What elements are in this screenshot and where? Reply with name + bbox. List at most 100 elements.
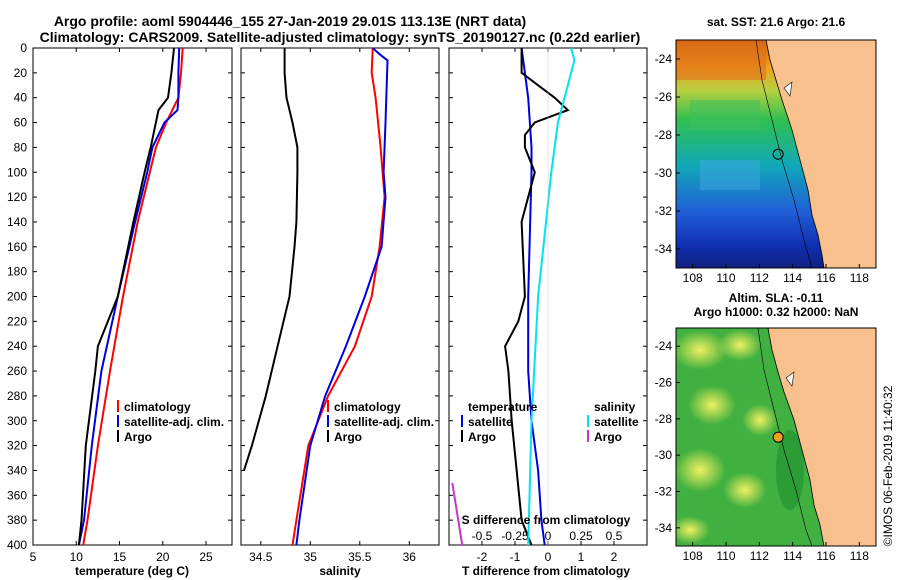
sla-lon-tick-label: 114 [783,549,802,563]
temperature-series-satellite-adj-clim- [77,47,181,546]
salinity-panel: 34.5 35 35.5 36 salinity climatology satell… [240,47,440,578]
y-tick-label: 220 [7,314,27,328]
sla-argo-marker [772,431,784,443]
y-tick-label: 40 [14,91,28,105]
y-tick-label: 300 [7,414,27,428]
difference-legend-salinity: salinity satellite Argo [587,400,639,444]
legend-t-satellite: satellite [468,415,513,429]
sla-map-ticks: 108 110 112 114 116 118 -24 -26 -28 -30 -32 -34 [655,339,870,563]
legend-t-argo: Argo [468,430,496,444]
y-tick-label: 20 [14,66,28,80]
temperature-series-climatology [82,47,184,546]
difference-series-t-argo [504,48,570,546]
sla-lon-tick-label: 118 [850,549,869,563]
difference-x-tick-label: -1 [510,550,521,564]
sst-map-ticks: 108 110 112 114 116 118 -24 -26 -28 -30 -32 -34 [655,52,870,285]
sla-map-title-1: Altim. SLA: -0.11 [729,291,824,305]
salinity-difference-tick-label: -0.25 [501,529,529,543]
salinity-difference-tick-label: 0.25 [569,529,593,543]
salinity-x-tick-label: 35.5 [348,550,372,564]
sst-lat-tick-label: -34 [655,242,673,256]
imos-timestamp: ©IMOS 06-Feb-2019 11:40:32 [881,385,895,546]
y-tick-label: 100 [7,165,27,179]
sla-lat-tick-label: -32 [655,485,673,499]
sst-lat-tick-label: -28 [655,128,673,142]
legend-salinity-title: salinity [594,400,636,414]
sla-lat-tick-label: -28 [655,412,673,426]
sst-lon-tick-label: 114 [783,271,802,285]
title-line-2: Climatology: CARS2009. Satellite-adjuste… [40,29,641,45]
sst-argo-marker [772,148,784,160]
temperature-legend-argo: Argo [124,430,152,444]
difference-legend-temperature: temperature satellite Argo [461,400,538,444]
y-tick-label: 200 [7,290,27,304]
temperature-axes-frame [32,47,233,546]
y-tick-label: 240 [7,339,27,353]
sst-land [765,40,876,268]
sst-lon-tick-label: 112 [750,271,769,285]
sla-lon-tick-label: 116 [816,549,835,563]
difference-x-tick-label: 2 [611,550,618,564]
sst-lon-tick-label: 110 [716,271,735,285]
t-difference-label: T difference from climatology [462,564,630,578]
y-tick-label: 380 [7,513,27,527]
title-line-1: Argo profile: aoml 5904446_155 27-Jan-20… [54,13,526,29]
sla-lat-tick-label: -26 [655,376,673,390]
difference-x-tick-label: 1 [578,550,585,564]
temperature-x-tick-label: 5 [30,550,37,564]
temperature-series-argo [77,47,175,546]
s-difference-label: S difference from climatology [462,513,631,527]
sla-map-frame [675,327,877,547]
temperature-legend-climatology: climatology [124,400,191,414]
sst-lon-tick-label: 108 [683,271,703,285]
sla-map: Altim. SLA: -0.11 Argo h1000: 0.32 h2000… [655,291,877,563]
sst-lat-tick-label: -30 [655,166,673,180]
legend-s-satellite: satellite [594,415,639,429]
y-tick-label: 60 [14,116,28,130]
salinity-series-climatology [291,47,386,546]
salinity-legend: climatology satellite-adj. clim. Argo [327,400,434,444]
y-tick-label: 0 [20,41,27,55]
temperature-legend-satellite: satellite-adj. clim. [124,415,224,429]
salinity-legend-argo: Argo [334,430,362,444]
y-tick-label: 320 [7,439,27,453]
y-tick-label: 120 [7,190,27,204]
y-tick-label: 80 [14,140,28,154]
salinity-x-tick-label: 36 [403,550,417,564]
temperature-series [77,47,184,546]
y-tick-label: 180 [7,265,27,279]
difference-panel: -2 -1 0 1 2 -0.5 -0.25 0 0.25 0.5 S difference f… [448,47,648,578]
sst-lat-tick-label: -26 [655,90,673,104]
temperature-panel: 0204060801001201401601802002202402602803… [7,41,647,578]
sla-lat-tick-label: -24 [655,339,673,353]
salinity-axes-frame [240,47,440,546]
salinity-difference-ticks: -0.5 -0.25 0 0.25 0.5 [472,529,623,543]
legend-temperature-title: temperature [468,400,538,414]
temperature-x-tick-label: 10 [70,550,84,564]
y-tick-label: 400 [7,538,27,552]
sla-map-title-2: Argo h1000: 0.32 h2000: NaN [694,305,859,319]
difference-x-tick-label: 0 [545,550,552,564]
salinity-difference-tick-label: -0.5 [472,529,493,543]
difference-series [451,47,576,546]
sla-lat-tick-label: -30 [655,448,673,462]
sst-lon-tick-label: 118 [850,271,869,285]
temperature-x-tick-label: 15 [113,550,127,564]
salinity-x-tick-label: 35 [304,550,318,564]
temperature-x-tick-label: 20 [156,550,170,564]
temperature-x-ticks: 5 10 15 20 25 [30,48,213,564]
y-tick-label: 160 [7,240,27,254]
difference-x-ticks: -2 -1 0 1 2 [477,48,618,564]
sla-lat-tick-label: -34 [655,521,673,535]
y-tick-label: 360 [7,488,27,502]
y-tick-label: 140 [7,215,27,229]
sla-lon-tick-label: 110 [716,549,735,563]
difference-x-tick-label: -2 [477,550,488,564]
sla-lon-tick-label: 112 [750,549,769,563]
salinity-difference-tick-label: 0.5 [606,529,623,543]
salinity-x-tick-label: 34.5 [249,550,273,564]
sst-map-title: sat. SST: 21.6 Argo: 21.6 [707,15,846,29]
difference-series-t-satellite [520,47,546,546]
sst-lon-tick-label: 116 [816,271,835,285]
